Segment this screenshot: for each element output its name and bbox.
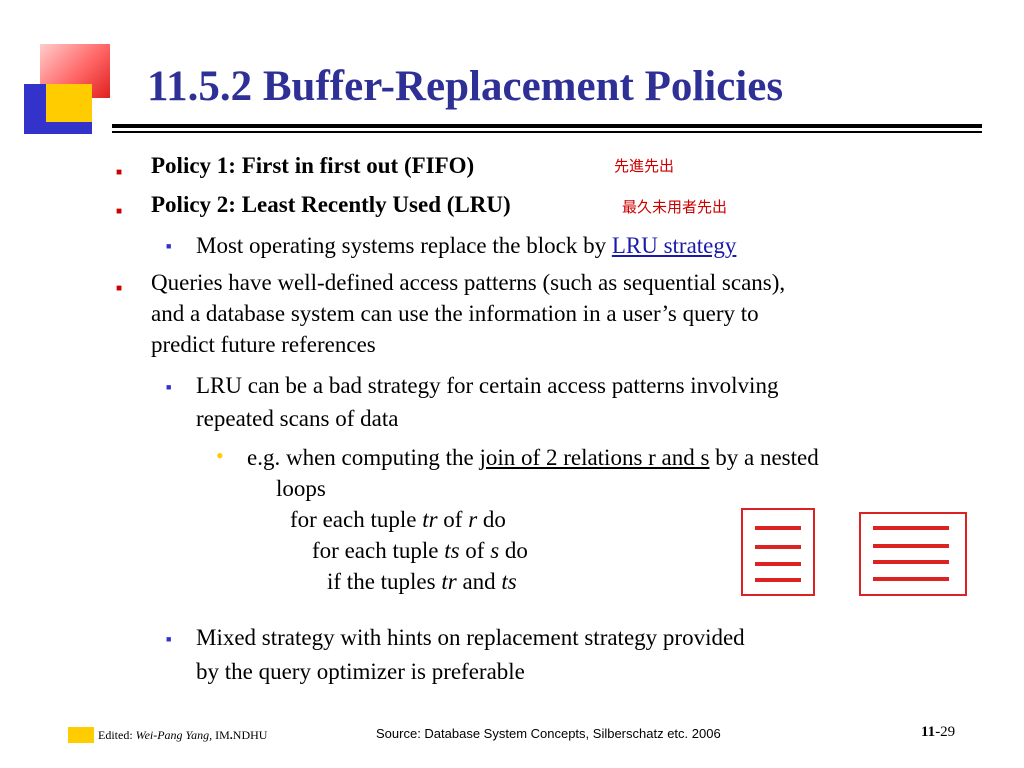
relation-r-box [741,508,815,596]
code1-a: for each tuple [290,507,423,532]
footer-yellow-badge [68,727,94,743]
square-bullet-icon: ■ [166,634,172,644]
round-bullet-icon: • [216,443,224,468]
footer-org-dot: . [229,728,233,742]
title-rule-thick [112,124,982,128]
code2-d: s [490,538,500,563]
code-line-match: if the tuples tr and ts [327,566,517,597]
example-prefix: e.g. when computing the [247,445,480,470]
square-bullet-icon: ■ [116,283,123,294]
logo-blue-square [24,84,46,134]
lru-os-text-prefix: Most operating systems replace the block… [196,233,612,258]
square-bullet-icon: ■ [166,241,172,251]
relation-s-bar [873,544,949,548]
square-bullet-icon: ■ [116,206,123,217]
footer-page-chapter: 11 [921,724,936,740]
policy1-annotation: 先進先出 [614,157,675,175]
code2-b: ts [444,538,460,563]
lru-bad-line-2: repeated scans of data [196,406,399,431]
code2-e: do [499,538,528,563]
relation-r-bar [755,526,801,530]
code1-b: tr [422,507,438,532]
relation-s-bar [873,526,949,530]
code1-d: r [468,507,478,532]
code-line-outer-loop: for each tuple tr of r do [290,504,506,535]
code1-c: of [437,507,469,532]
relation-s-bar [873,560,949,564]
code2-a: for each tuple [312,538,445,563]
square-bullet-icon: ■ [116,167,123,178]
example-line-1: e.g. when computing the join of 2 relati… [247,442,819,473]
lru-bad-line-1: LRU can be a bad strategy for certain ac… [196,373,779,398]
join-relations-underlined: join of 2 relations r and s [479,445,710,470]
code3-a: if the tuples [327,569,442,594]
square-bullet-icon: ■ [166,382,172,392]
policy2-text: Policy 2: Least Recently Used (LRU) [151,192,511,217]
code1-e: do [477,507,506,532]
policy2-annotation: 最久未用者先出 [622,198,728,216]
logo-yellow-square [46,84,92,122]
relation-r-bar [755,578,801,582]
code3-d: ts [501,569,517,594]
logo-blue-bar [24,122,92,134]
example-suffix: by a nested [709,445,819,470]
code-line-inner-loop: for each tuple ts of s do [312,535,528,566]
lru-strategy-link[interactable]: LRU strategy [611,233,737,258]
footer-org-ndhu: NDHU [232,728,268,742]
footer-author: Wei-Pang Yang, [135,728,213,742]
footer-page-number: 11-29 [921,724,955,741]
footer-edited: Edited: Wei-Pang Yang, IM.NDHU [98,728,267,743]
code2-c: of [459,538,491,563]
mixed-line-2: by the query optimizer is preferable [196,659,525,684]
mixed-line-1: Mixed strategy with hints on replacement… [196,625,745,650]
relation-r-bar [755,562,801,566]
lru-os-text: Most operating systems replace the block… [196,230,736,261]
policy1-text: Policy 1: First in first out (FIFO) [151,153,475,178]
footer-org-im: IM [212,728,230,742]
slide-title: 11.5.2 Buffer-Replacement Policies [147,63,784,110]
footer-source: Source: Database System Concepts, Silber… [376,726,721,741]
code3-c: and [456,569,502,594]
relation-s-bar [873,577,949,581]
relation-s-box [859,512,967,596]
relation-r-bar [755,545,801,549]
footer-page-rest: -29 [935,724,956,740]
example-line-2: loops [276,476,326,501]
queries-line-2: and a database system can use the inform… [151,301,759,326]
footer-edited-label: Edited: [98,728,136,742]
code3-b: tr [441,569,457,594]
title-rule-thin [112,131,982,133]
queries-line-3: predict future references [151,332,376,357]
queries-line-1: Queries have well-defined access pattern… [151,270,786,295]
